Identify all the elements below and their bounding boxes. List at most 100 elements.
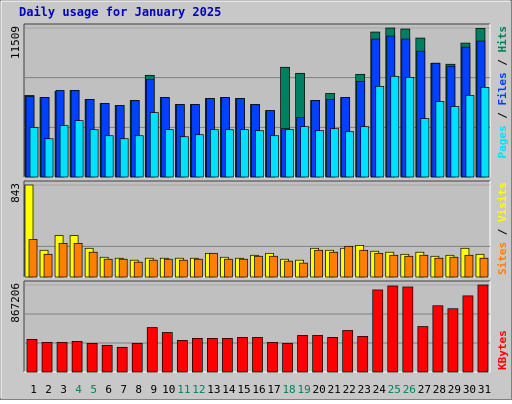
bar (179, 136, 189, 178)
bar (267, 341, 278, 373)
bar (447, 308, 459, 373)
x-tick-label: 30 (463, 383, 476, 396)
bar (315, 130, 324, 178)
bar (375, 86, 385, 178)
bar (300, 126, 309, 178)
legend-separator: / (496, 106, 509, 126)
bar (344, 245, 354, 278)
x-tick-label: 10 (162, 383, 175, 396)
bar (312, 335, 323, 373)
bar (479, 257, 489, 278)
bar (86, 342, 98, 373)
bar (269, 255, 278, 278)
bar (74, 120, 84, 178)
bar (71, 341, 83, 373)
bar (210, 129, 219, 178)
x-tick-label: 25 (388, 383, 401, 396)
x-tick-label: 23 (358, 383, 371, 396)
bar (462, 295, 474, 373)
x-tick-label: 20 (313, 383, 326, 396)
bar (297, 335, 308, 373)
bar (282, 342, 293, 373)
bar (417, 326, 429, 373)
y-tick-label: 11509 (9, 26, 22, 59)
bar (405, 76, 415, 178)
bar (209, 252, 218, 278)
bar (131, 342, 143, 373)
x-tick-label: 3 (60, 383, 67, 396)
bar (41, 341, 53, 373)
bar (345, 131, 355, 178)
x-tick-label: 26 (403, 383, 416, 396)
bar (101, 344, 113, 373)
x-tick-label: 5 (90, 383, 97, 396)
x-tick-label: 28 (433, 383, 446, 396)
bar (360, 126, 370, 178)
x-tick-label: 27 (418, 383, 431, 396)
bar (133, 261, 143, 278)
legend-separator: / (496, 222, 509, 242)
bar (254, 255, 263, 278)
x-tick-label: 21 (328, 383, 341, 396)
bar (58, 243, 68, 278)
bar (387, 285, 399, 373)
bar (163, 258, 173, 278)
bar (299, 262, 308, 278)
bar (44, 138, 54, 178)
bar (28, 239, 38, 278)
bar (26, 339, 38, 373)
bar (29, 127, 39, 178)
bar (89, 129, 99, 178)
x-tick-label: 16 (252, 383, 265, 396)
chart-title: Daily usage for January 2025 (19, 5, 221, 19)
bar (477, 284, 489, 373)
x-tick-label: 15 (237, 383, 250, 396)
bar (224, 258, 233, 278)
x-tick-label: 24 (373, 383, 387, 396)
bar (134, 135, 144, 178)
x-tick-label: 11 (177, 383, 190, 396)
legend-entry: Pages (496, 125, 509, 158)
legend-separator: / (496, 53, 509, 73)
legend: KBytes (496, 330, 509, 370)
bar (480, 87, 490, 178)
bar (148, 259, 158, 278)
bar (73, 243, 83, 278)
bar (116, 346, 128, 373)
x-tick-label: 1 (30, 383, 37, 396)
legend-entry: Sites (496, 242, 509, 275)
bar (432, 305, 444, 373)
bar (285, 129, 294, 178)
bar (225, 129, 234, 178)
bar (374, 252, 384, 278)
x-tick-label: 19 (297, 383, 310, 396)
bar (88, 251, 98, 278)
x-tick-label: 2 (45, 383, 52, 396)
x-tick-label: 13 (207, 383, 220, 396)
x-tick-label: 22 (343, 383, 356, 396)
bar (237, 337, 248, 373)
bar (284, 260, 293, 278)
bar (389, 254, 399, 278)
bar (207, 338, 218, 373)
bar (176, 340, 188, 373)
bar (330, 128, 339, 178)
bar (372, 289, 384, 373)
y-tick-label: 867206 (9, 283, 22, 323)
legend-entry: Files (496, 72, 509, 105)
bar (222, 338, 233, 373)
bar (164, 129, 174, 178)
x-tick-label: 29 (448, 383, 461, 396)
x-tick-label: 17 (267, 383, 280, 396)
bar (359, 249, 369, 278)
bar (149, 112, 159, 178)
bar (178, 259, 188, 278)
x-tick-label: 12 (192, 383, 205, 396)
bar (239, 258, 248, 278)
bar (449, 256, 459, 278)
bar (357, 336, 369, 373)
legend-entry: KBytes (496, 330, 509, 370)
bar (119, 138, 129, 178)
legend: Sites / Visits (496, 182, 509, 275)
x-tick-label: 14 (222, 383, 236, 396)
